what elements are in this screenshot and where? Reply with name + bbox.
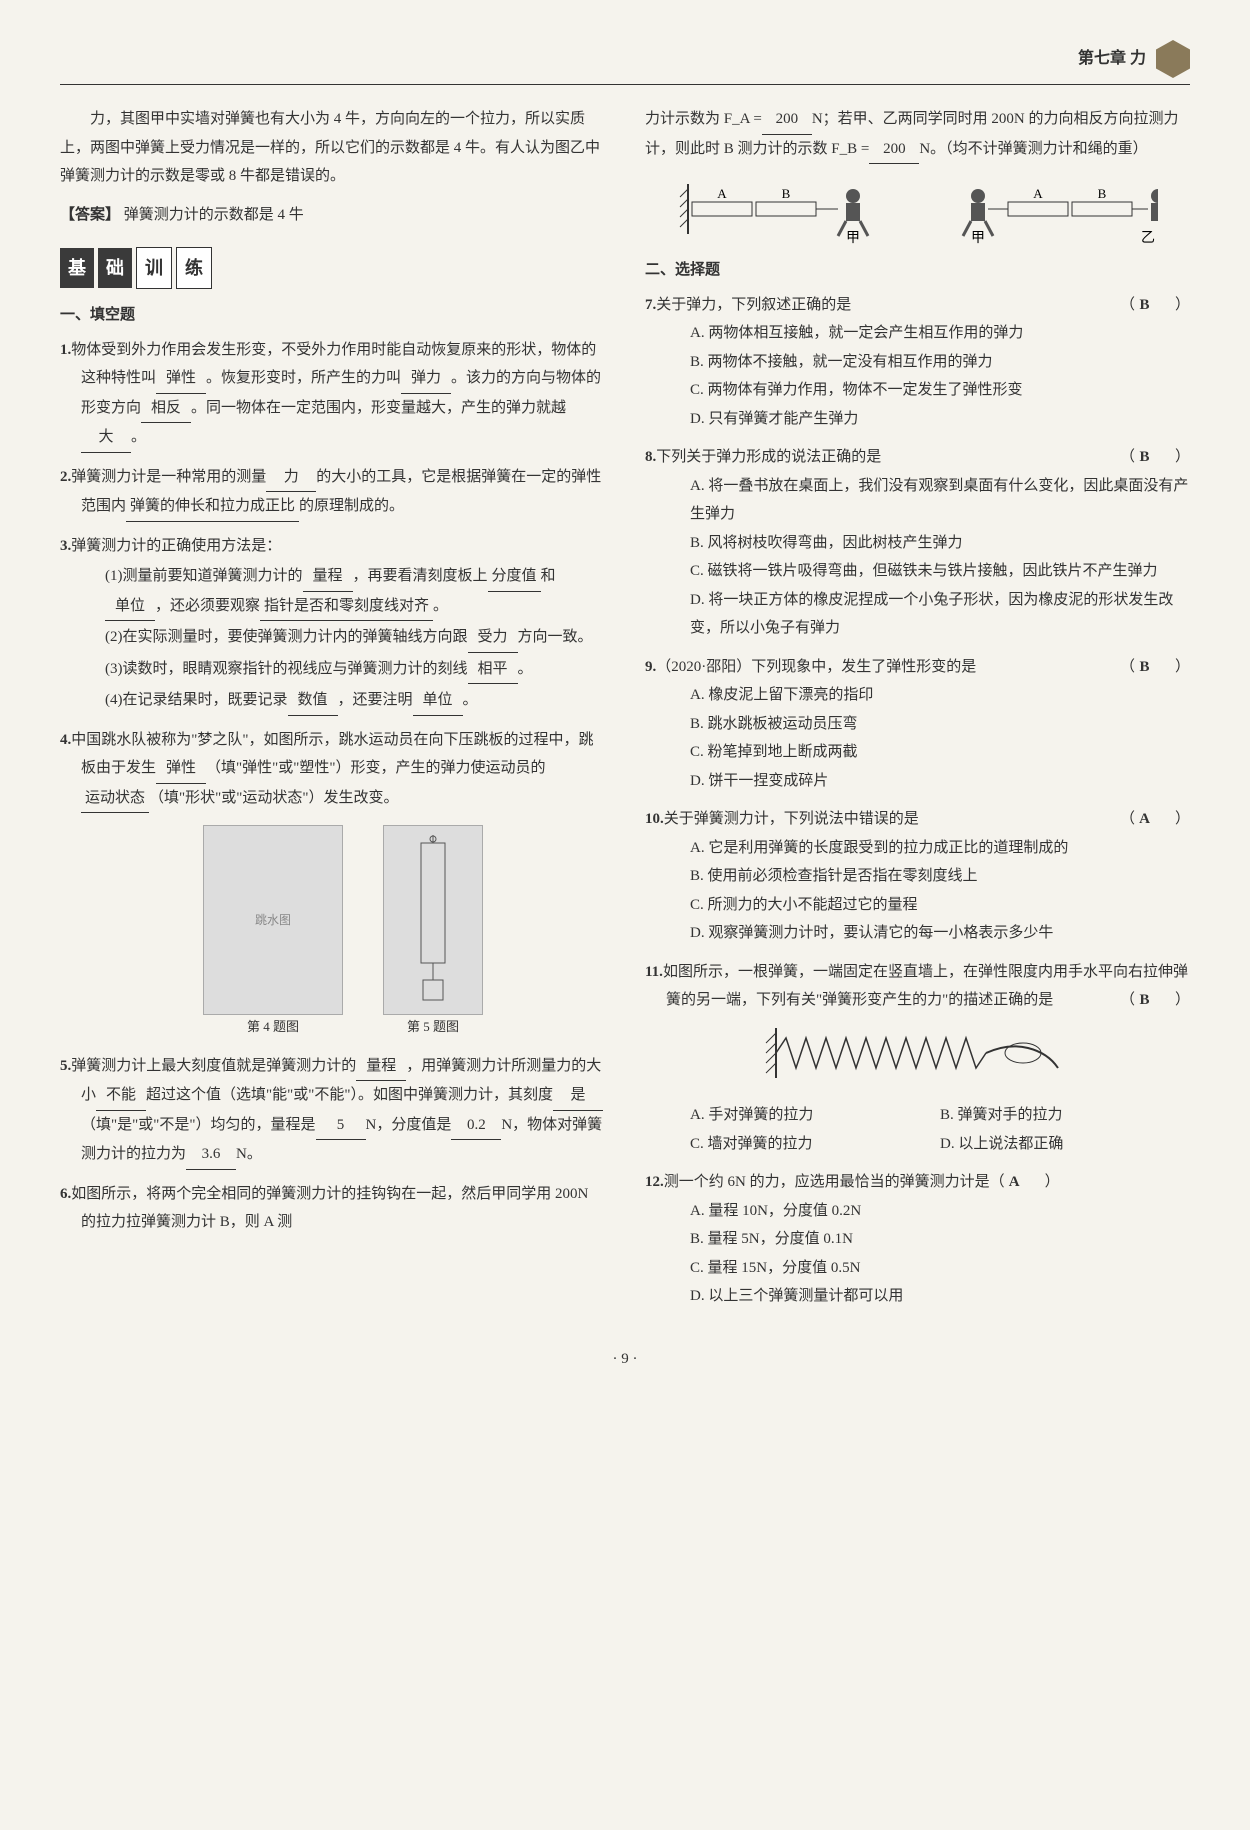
q3-sub2: (2)在实际测量时，要使弹簧测力计内的弹簧轴线方向跟受力方向一致。	[81, 623, 605, 653]
q8: 8.下列关于弹力形成的说法正确的是 （B） A. 将一叠书放在桌面上，我们没有观…	[645, 443, 1190, 643]
q7: 7.关于弹力，下列叙述正确的是 （B） A. 两物体相互接触，就一定会产生相互作…	[645, 291, 1190, 434]
page-number: · 9 ·	[60, 1345, 1190, 1374]
q3-sub1: (1)测量前要知道弹簧测力计的量程，再要看清刻度板上分度值和单位，还必须要观察指…	[81, 562, 605, 621]
tug-of-war-icon: A B 甲 甲 A B 乙	[678, 174, 1158, 244]
answer-text: 弹簧测力计的示数都是 4 牛	[124, 207, 304, 223]
badge-icon	[1156, 40, 1190, 78]
q6: 6.如图所示，将两个完全相同的弹簧测力计的挂钩钩在一起，然后甲同学用 200N …	[60, 1180, 605, 1237]
fig4-caption: 第 4 题图	[203, 1015, 343, 1040]
fig5-caption: 第 5 题图	[383, 1015, 483, 1040]
fill-title: 一、填空题	[60, 301, 605, 330]
q9: 9.（2020·邵阳）下列现象中，发生了弹性形变的是 （B） A. 橡皮泥上留下…	[645, 653, 1190, 796]
svg-text:A: A	[1033, 186, 1043, 201]
fig5: 第 5 题图	[383, 825, 483, 1040]
q11-figure	[666, 1023, 1190, 1094]
q1-blank3: 相反	[141, 394, 191, 424]
svg-text:甲: 甲	[971, 231, 985, 244]
q12: 12.测一个约 6N 的力，应选用最恰当的弹簧测力计是（A） A. 量程 10N…	[645, 1168, 1190, 1311]
left-column: 力，其图甲中实墙对弹簧也有大小为 4 牛，方向向左的一个拉力，所以实质上，两图中…	[60, 105, 605, 1321]
hdr-box-2: 础	[98, 248, 132, 288]
q11: 11.如图所示，一根弹簧，一端固定在竖直墙上，在弹性限度内用手水平向右拉伸弹簧的…	[645, 958, 1190, 1159]
hdr-box-4: 练	[176, 247, 212, 289]
fig4: 跳水图 第 4 题图	[203, 825, 343, 1040]
intro-paragraph: 力，其图甲中实墙对弹簧也有大小为 4 牛，方向向左的一个拉力，所以实质上，两图中…	[60, 105, 605, 191]
q6-figure: A B 甲 甲 A B 乙	[645, 174, 1190, 244]
choice-questions: 7.关于弹力，下列叙述正确的是 （B） A. 两物体相互接触，就一定会产生相互作…	[645, 291, 1190, 1311]
q1-blank2: 弹力	[401, 364, 451, 394]
hdr-box-1: 基	[60, 248, 94, 288]
fig5-image	[383, 825, 483, 1015]
svg-text:B: B	[1097, 186, 1106, 201]
q2-blank1: 力	[266, 463, 316, 493]
svg-text:乙: 乙	[1141, 230, 1155, 244]
fig4-image: 跳水图	[203, 825, 343, 1015]
q4: 4.中国跳水队被称为"梦之队"，如图所示，跳水运动员在向下压跳板的过程中，跳板由…	[60, 726, 605, 1040]
chapter-title: 第七章 力	[1078, 44, 1146, 74]
q10: 10.关于弹簧测力计，下列说法中错误的是 （A） A. 它是利用弹簧的长度跟受到…	[645, 805, 1190, 948]
spring-wall-icon	[758, 1023, 1078, 1083]
spring-scale-icon	[403, 835, 463, 1005]
choice-title: 二、选择题	[645, 256, 1190, 285]
answer-label: 【答案】	[60, 207, 120, 223]
figure-row: 跳水图 第 4 题图 第	[81, 825, 605, 1040]
q1-blank4: 大	[81, 423, 131, 453]
right-column: 力计示数为 F_A =200N；若甲、乙两同学同时用 200N 的力向相反方向拉…	[645, 105, 1190, 1321]
q1: 1.物体受到外力作用会发生形变，不受外力作用时能自动恢复原来的形状，物体的这种特…	[60, 336, 605, 453]
q3-sub3: (3)读数时，眼睛观察指针的视线应与弹簧测力计的刻线相平。	[81, 655, 605, 685]
svg-text:B: B	[781, 186, 790, 201]
svg-text:A: A	[717, 186, 727, 201]
q1-blank1: 弹性	[156, 364, 206, 394]
fill-questions: 1.物体受到外力作用会发生形变，不受外力作用时能自动恢复原来的形状，物体的这种特…	[60, 336, 605, 1237]
page-header: 第七章 力	[60, 40, 1190, 85]
section-header: 基 础 训 练	[60, 247, 605, 289]
q2-blank2: 弹簧的伸长和拉力成正比	[126, 492, 299, 522]
two-column-layout: 力，其图甲中实墙对弹簧也有大小为 4 牛，方向向左的一个拉力，所以实质上，两图中…	[60, 105, 1190, 1321]
q3: 3.弹簧测力计的正确使用方法是： (1)测量前要知道弹簧测力计的量程，再要看清刻…	[60, 532, 605, 716]
q5: 5.弹簧测力计上最大刻度值就是弹簧测力计的量程，用弹簧测力计所测量力的大小不能超…	[60, 1052, 605, 1170]
q2: 2.弹簧测力计是一种常用的测量力的大小的工具，它是根据弹簧在一定的弹性范围内弹簧…	[60, 463, 605, 522]
q6-continuation: 力计示数为 F_A =200N；若甲、乙两同学同时用 200N 的力向相反方向拉…	[645, 105, 1190, 164]
svg-text:甲: 甲	[846, 231, 860, 244]
hdr-box-3: 训	[136, 247, 172, 289]
answer-box: 【答案】 弹簧测力计的示数都是 4 牛	[60, 201, 605, 230]
q3-sub4: (4)在记录结果时，既要记录数值，还要注明单位。	[81, 686, 605, 716]
